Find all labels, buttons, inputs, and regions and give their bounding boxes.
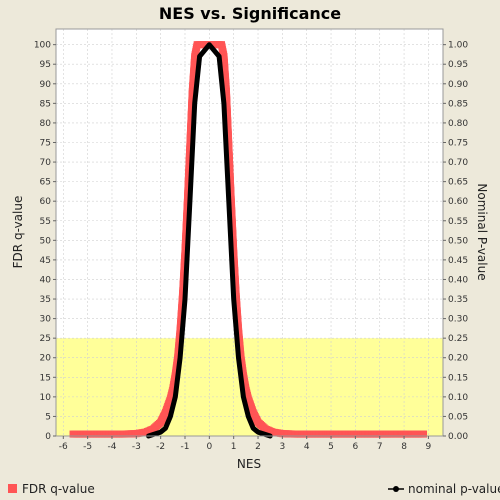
right-y-tick-label: 0.65 — [448, 178, 468, 188]
right-y-axis-title: Nominal P-value — [475, 183, 489, 280]
x-tick-label: 5 — [328, 442, 334, 452]
left-y-axis-ticks: 0 5 10 15 20 25 30 35 40 45 50 55 60 65 70 75 80 85 90 95 10… — [34, 41, 56, 442]
x-tick-label: -5 — [83, 442, 92, 452]
legend-fdr-label: FDR q-value — [22, 482, 95, 496]
left-y-tick-label: 20 — [40, 354, 52, 364]
left-y-tick-label: 15 — [40, 373, 51, 383]
x-axis-title: NES — [237, 457, 261, 471]
nominal-p-value-point — [251, 426, 255, 430]
x-tick-label: -4 — [107, 442, 116, 452]
nominal-p-value-point — [173, 395, 177, 399]
right-y-tick-label: 0.70 — [448, 158, 468, 168]
plot-border — [55, 28, 444, 437]
right-y-tick-label: 0.60 — [448, 197, 468, 207]
right-y-tick-label: 0.85 — [448, 99, 468, 109]
right-y-tick-label: 0.40 — [448, 275, 468, 285]
left-y-tick-label: 95 — [40, 60, 51, 70]
right-y-tick-label: 0.00 — [448, 432, 468, 442]
right-y-tick-label: 0.45 — [448, 256, 468, 266]
right-y-tick-label: 0.75 — [448, 138, 468, 148]
right-y-tick-label: 0.05 — [448, 412, 468, 422]
right-y-tick-label: 0.15 — [448, 373, 468, 383]
right-y-tick-label: 0.80 — [448, 119, 468, 129]
left-y-tick-label: 90 — [40, 80, 52, 90]
nominal-p-value-point — [246, 414, 250, 418]
nominal-p-value-point — [237, 356, 241, 360]
nominal-p-value-point — [198, 54, 202, 58]
left-y-tick-label: 0 — [45, 432, 51, 442]
legend-p-label: nominal p-value — [408, 482, 500, 496]
x-tick-label: 3 — [279, 442, 285, 452]
nominal-p-value-point — [183, 297, 187, 301]
left-y-tick-label: 80 — [40, 119, 52, 129]
legend-fdr-swatch — [8, 484, 17, 493]
nominal-p-value-point — [207, 43, 211, 47]
nominal-p-value-point — [188, 199, 192, 203]
x-tick-label: 9 — [426, 442, 432, 452]
grid-lines — [56, 29, 443, 437]
fdr-q-value-point — [420, 430, 428, 438]
right-y-tick-label: 0.95 — [448, 60, 468, 70]
right-y-tick-label: 0.20 — [448, 354, 468, 364]
nominal-p-value-point — [168, 414, 172, 418]
legend: FDR q-value nominal p-value — [8, 482, 500, 496]
left-y-tick-label: 35 — [40, 295, 51, 305]
nominal-p-value-point — [232, 297, 236, 301]
nominal-p-value-point — [164, 426, 168, 430]
left-y-tick-label: 100 — [34, 41, 51, 51]
nominal-p-value-point — [217, 54, 221, 58]
x-tick-label: 4 — [304, 442, 310, 452]
left-y-tick-label: 60 — [40, 197, 52, 207]
left-y-tick-label: 30 — [40, 315, 52, 325]
x-tick-label: 6 — [353, 442, 359, 452]
fdr-q-value-series — [69, 41, 428, 438]
left-y-axis-title: FDR q-value — [11, 196, 25, 269]
nominal-p-value-point — [256, 430, 260, 434]
x-tick-label: 7 — [377, 442, 383, 452]
nominal-p-value-point — [227, 199, 231, 203]
right-y-tick-label: 0.10 — [448, 393, 468, 403]
left-y-tick-label: 40 — [40, 275, 52, 285]
right-y-tick-label: 0.55 — [448, 217, 468, 227]
left-y-tick-label: 70 — [40, 158, 52, 168]
left-y-tick-label: 85 — [40, 99, 51, 109]
nominal-p-value-point — [159, 430, 163, 434]
nominal-p-value-point — [178, 356, 182, 360]
left-y-tick-label: 65 — [40, 178, 51, 188]
right-y-axis-ticks: 0.00 0.05 0.10 0.15 0.20 0.25 0.30 0.35 0.40 0.45… — [443, 41, 468, 442]
left-y-tick-label: 75 — [40, 138, 51, 148]
x-tick-label: -2 — [156, 442, 165, 452]
left-y-tick-label: 25 — [40, 334, 51, 344]
chart-title: NES vs. Significance — [159, 4, 341, 23]
left-y-tick-label: 50 — [40, 236, 52, 246]
right-y-tick-label: 0.30 — [448, 315, 468, 325]
x-tick-label: 1 — [231, 442, 237, 452]
right-y-tick-label: 0.25 — [448, 334, 468, 344]
right-y-tick-label: 0.90 — [448, 80, 468, 90]
x-tick-label: -6 — [59, 442, 68, 452]
left-y-tick-label: 5 — [45, 412, 51, 422]
nominal-p-value-series — [146, 42, 273, 439]
nominal-p-value-point — [222, 101, 226, 105]
x-tick-label: 2 — [255, 442, 261, 452]
right-y-tick-label: 0.50 — [448, 236, 468, 246]
x-tick-label: 0 — [206, 442, 212, 452]
left-y-tick-label: 10 — [40, 393, 52, 403]
right-y-tick-label: 1.00 — [448, 41, 468, 51]
x-axis-ticks: -6 -5 -4 -3 -2 -1 0 1 2 3 4 5 6 7 8 9 — [59, 436, 432, 452]
x-tick-label: 8 — [401, 442, 407, 452]
nominal-p-value-point — [241, 395, 245, 399]
right-y-tick-label: 0.35 — [448, 295, 468, 305]
nominal-p-value-point — [193, 101, 197, 105]
left-y-tick-label: 55 — [40, 217, 51, 227]
x-tick-label: -3 — [132, 442, 141, 452]
x-tick-label: -1 — [181, 442, 190, 452]
left-y-tick-label: 45 — [40, 256, 51, 266]
legend-p-marker — [393, 486, 399, 492]
